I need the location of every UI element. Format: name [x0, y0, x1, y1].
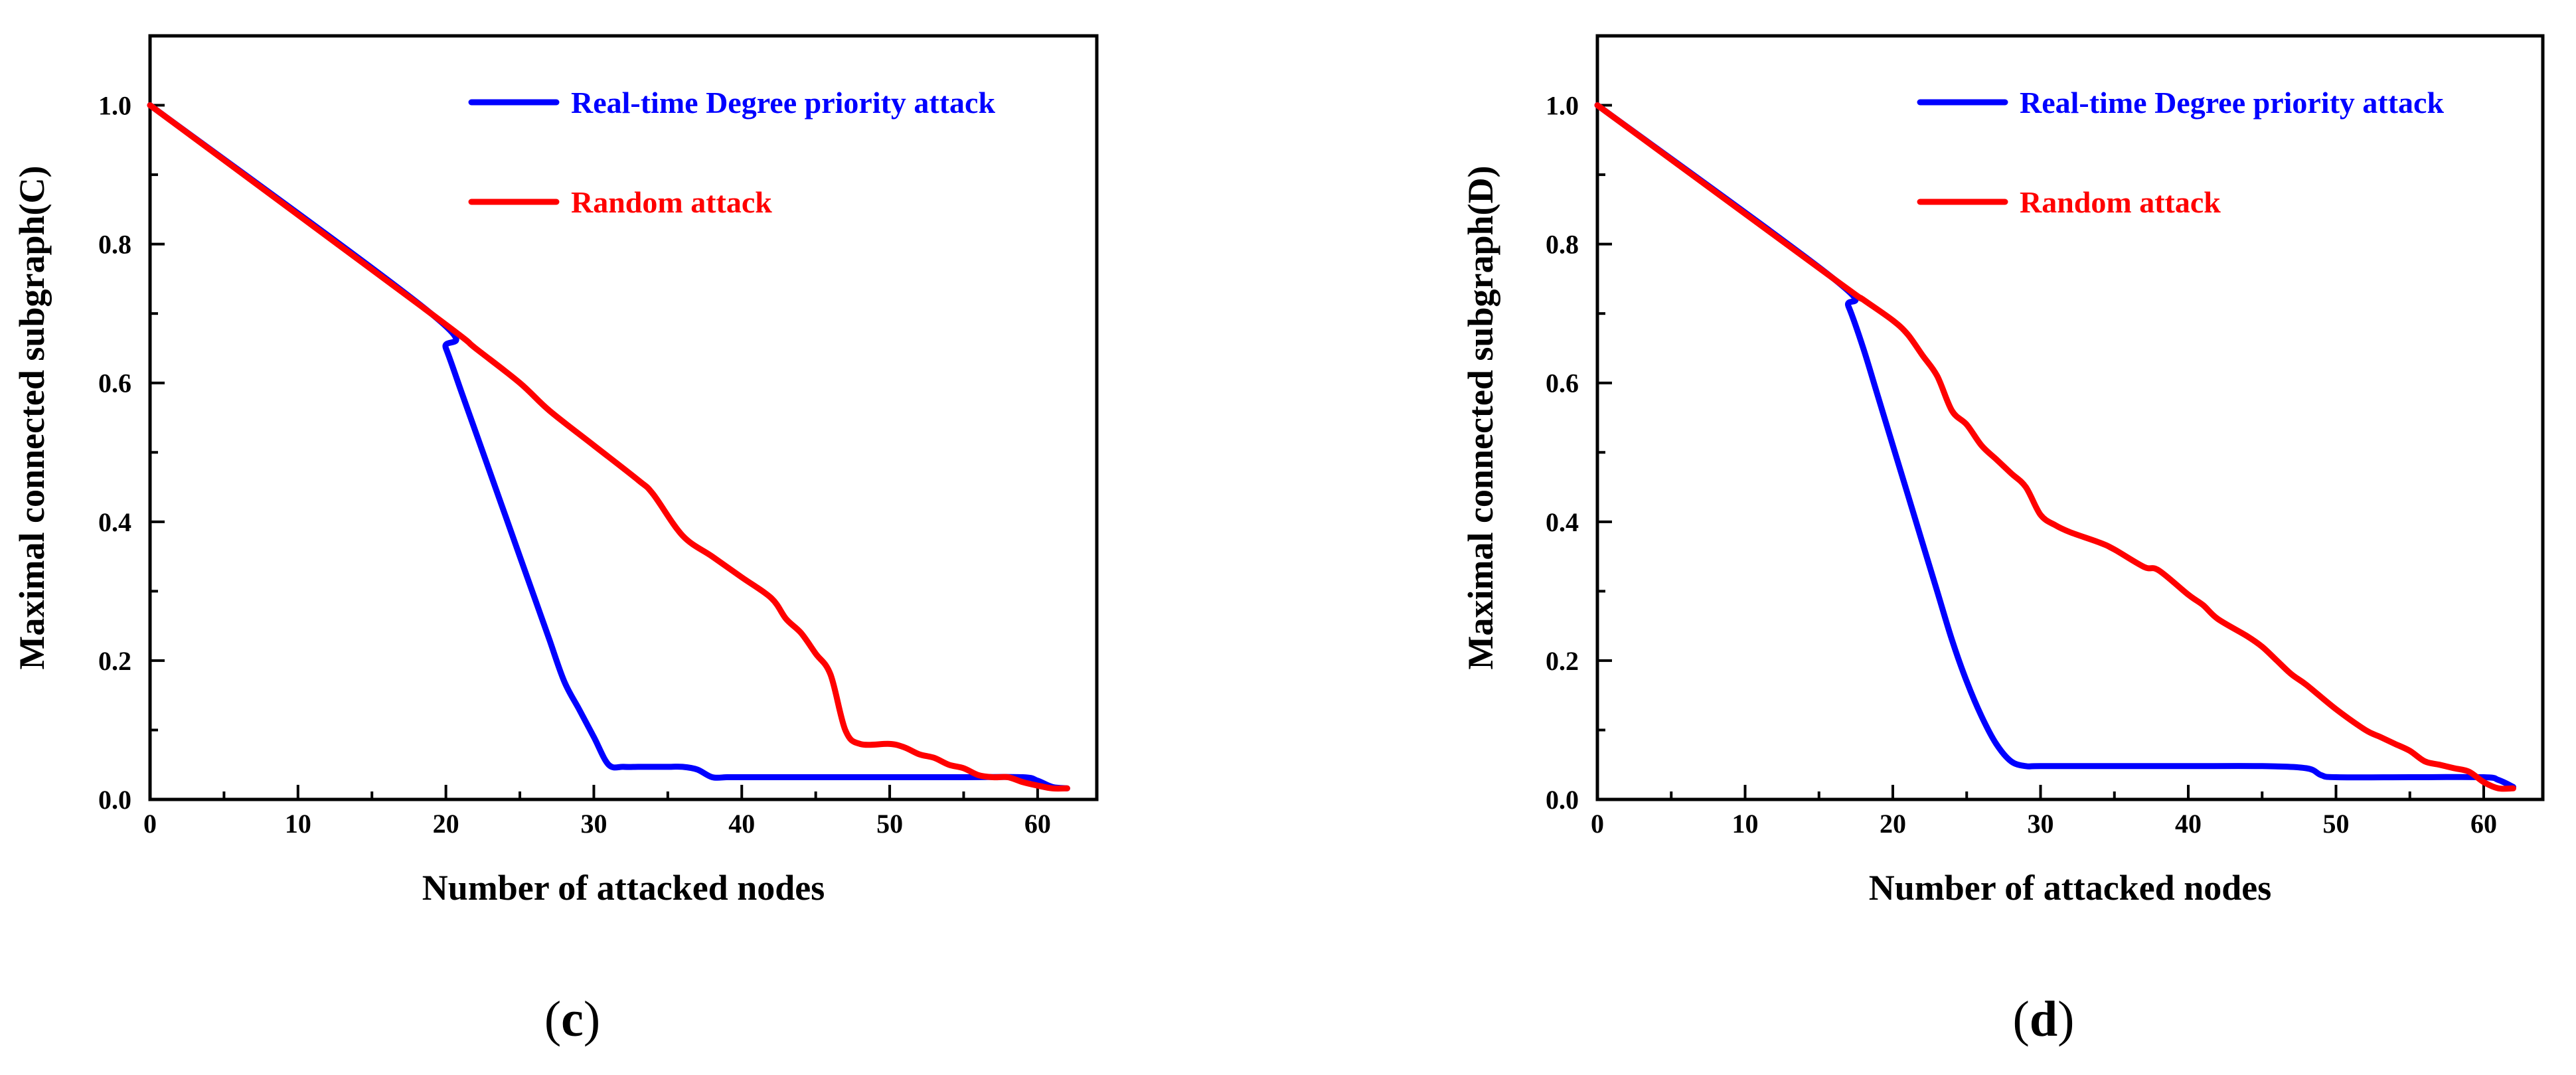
legend-label-random-attack-c: Random attack	[571, 185, 772, 219]
x-axis-title-c: Number of attacked nodes	[422, 868, 825, 908]
y-tick-label-c-2: 0.4	[98, 507, 131, 537]
x-tick-label-c-0: 0	[143, 809, 157, 839]
x-tick-label-d-6: 60	[2470, 809, 2497, 839]
y-tick-label-d-1: 0.2	[1546, 646, 1579, 676]
chart-panel-d: 0 10 20 30 40 50 60 0.0 0.2 0.4 0.6 0.8 1.0 Number of…	[1461, 34, 2545, 1047]
series-line-real-time-degree-priority-attack-c	[147, 102, 1070, 791]
x-tick-label-d-0: 0	[1591, 809, 1604, 839]
y-tick-label-c-4: 0.8	[98, 230, 131, 260]
x-tick-label-c-4: 40	[728, 809, 755, 839]
series-line-random-attack-c	[147, 102, 1070, 792]
series-line-random-attack-d	[1594, 102, 2516, 792]
x-tick-label-d-5: 50	[2323, 809, 2350, 839]
x-tick-label-c-1: 10	[285, 809, 311, 839]
y-tick-label-c-1: 0.2	[98, 646, 131, 676]
y-tick-label-c-5: 1.0	[98, 91, 131, 121]
x-tick-label-c-3: 30	[580, 809, 607, 839]
chart-panel-c: 0 10 20 30 40 50 60 0.0 0.2 0.4 0.6 0.8 1.0 Number of…	[12, 34, 1099, 1047]
x-tick-label-c-6: 60	[1024, 809, 1051, 839]
legend-label-real-time-degree-priority-attack-d: Real-time Degree priority attack	[2020, 86, 2444, 120]
y-tick-label-c-3: 0.6	[98, 369, 131, 398]
y-tick-label-d-4: 0.8	[1546, 230, 1579, 260]
y-tick-label-c-0: 0.0	[98, 785, 131, 815]
x-tick-label-d-2: 20	[1880, 809, 1906, 839]
y-tick-label-d-3: 0.6	[1546, 369, 1579, 398]
plot-frame-d	[1595, 34, 2545, 801]
panel-label-d: (d)	[2013, 991, 2075, 1047]
y-axis-title-d: Maximal connected subgraph(D)	[1461, 166, 1500, 670]
y-tick-label-d-5: 1.0	[1546, 91, 1579, 121]
x-tick-label-d-1: 10	[1732, 809, 1759, 839]
y-tick-label-d-2: 0.4	[1546, 507, 1579, 537]
legend-label-real-time-degree-priority-attack-c: Real-time Degree priority attack	[571, 86, 995, 120]
y-axis-title-c: Maximal connected subgraph(C)	[12, 166, 52, 670]
x-tick-label-c-2: 20	[433, 809, 459, 839]
x-tick-label-d-3: 30	[2028, 809, 2054, 839]
x-tick-label-d-4: 40	[2175, 809, 2202, 839]
plot-frame-c	[148, 34, 1099, 801]
x-tick-label-c-5: 50	[876, 809, 903, 839]
legend-label-random-attack-d: Random attack	[2020, 185, 2221, 219]
x-axis-title-d: Number of attacked nodes	[1869, 868, 2272, 908]
panel-label-c: (c)	[544, 991, 600, 1047]
series-line-real-time-degree-priority-attack-d	[1594, 102, 2516, 790]
y-tick-label-d-0: 0.0	[1546, 785, 1579, 815]
